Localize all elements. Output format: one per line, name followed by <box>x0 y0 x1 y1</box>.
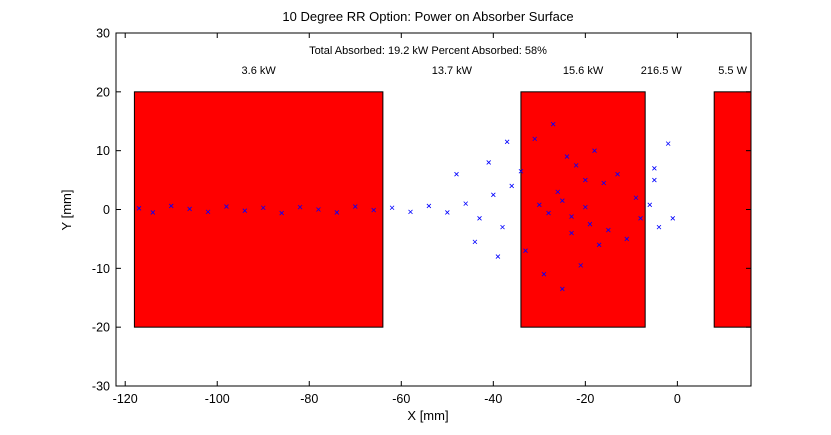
data-point <box>624 236 630 242</box>
data-point <box>573 163 579 168</box>
data-point <box>242 208 248 213</box>
x-tick-label: -100 <box>205 392 230 406</box>
data-point <box>472 239 478 245</box>
data-point <box>168 203 174 209</box>
x-tick-label: -120 <box>113 392 138 406</box>
data-point <box>615 171 620 177</box>
absorber-group <box>133 91 752 328</box>
data-point <box>279 210 284 216</box>
data-point <box>564 154 570 159</box>
data-point <box>546 210 551 216</box>
y-tick-label: -20 <box>92 321 110 335</box>
data-point <box>408 209 413 215</box>
data-point <box>486 160 491 165</box>
y-tick-label: 30 <box>96 27 110 41</box>
data-point <box>136 206 142 211</box>
data-point <box>633 195 639 201</box>
data-point <box>656 224 662 230</box>
region-power-label: 216.5 W <box>641 65 683 77</box>
chart-title: 10 Degree RR Option: Power on Absorber S… <box>282 9 573 24</box>
data-point <box>569 214 574 219</box>
data-point <box>652 166 657 171</box>
data-point <box>578 263 584 268</box>
x-tick-label: -80 <box>300 392 318 406</box>
data-point <box>495 254 501 259</box>
data-point <box>316 207 321 212</box>
chart-subtitle: Total Absorbed: 19.2 kW Percent Absorbed… <box>309 45 547 57</box>
data-point <box>389 205 395 211</box>
data-point <box>532 136 538 142</box>
region-power-label: 15.6 kW <box>563 65 604 77</box>
data-point <box>596 242 602 248</box>
x-axis-label: X [mm] <box>407 408 448 423</box>
region-power-label: 3.6 kW <box>242 65 277 77</box>
data-point <box>555 189 561 195</box>
data-point <box>652 177 657 183</box>
y-tick-label: 10 <box>96 144 110 158</box>
data-point <box>569 230 574 236</box>
data-point <box>583 177 588 183</box>
data-point <box>224 204 229 209</box>
data-point <box>477 216 482 221</box>
y-tick-label: -30 <box>92 380 110 394</box>
data-point <box>205 209 211 215</box>
data-point <box>523 248 528 253</box>
region-power-label: 13.7 kW <box>432 65 473 77</box>
data-point <box>560 198 565 203</box>
data-point <box>297 204 303 210</box>
x-tick-label: -40 <box>484 392 502 406</box>
data-point <box>260 205 266 211</box>
absorber-3 <box>713 91 752 328</box>
data-point <box>606 227 611 233</box>
x-tick-label: -20 <box>576 392 594 406</box>
data-point <box>541 271 547 277</box>
data-point <box>445 210 450 215</box>
data-point <box>670 216 676 221</box>
y-tick-label: -10 <box>92 262 110 276</box>
data-point <box>560 286 565 292</box>
region-power-label: 5.5 W <box>718 65 747 77</box>
data-point <box>592 148 597 153</box>
data-point <box>334 210 340 215</box>
absorber-1 <box>133 91 384 328</box>
data-point <box>463 201 468 206</box>
data-point <box>647 202 653 208</box>
data-point <box>509 183 515 189</box>
scatter-points-group <box>136 121 676 292</box>
data-point <box>583 204 588 210</box>
y-tick-label: 20 <box>96 85 110 99</box>
data-point <box>500 224 505 230</box>
x-tick-label: 0 <box>674 392 681 406</box>
absorber-2 <box>520 91 646 328</box>
y-axis-label: Y [mm] <box>59 190 74 231</box>
data-point <box>352 204 358 209</box>
data-point <box>537 202 542 208</box>
data-point <box>371 207 376 213</box>
data-point <box>454 171 459 177</box>
x-tick-label: -60 <box>392 392 410 406</box>
data-point <box>550 121 556 127</box>
data-point <box>504 139 510 145</box>
data-point <box>601 180 607 186</box>
data-point <box>150 210 156 215</box>
data-point <box>187 206 192 212</box>
data-point <box>426 203 432 209</box>
data-point <box>518 168 524 174</box>
y-tick-label: 0 <box>103 203 110 217</box>
region-labels-group: 3.6 kW 13.7 kW 15.6 kW 216.5 W 5.5 W <box>242 65 748 77</box>
data-point <box>491 192 496 198</box>
data-point <box>665 141 671 146</box>
data-point <box>638 216 643 221</box>
data-point <box>587 221 593 227</box>
